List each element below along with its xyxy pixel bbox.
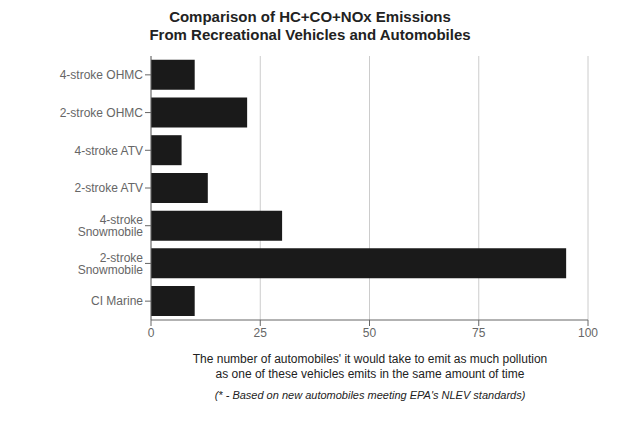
html-text:The number of automobiles' it: The number of automobiles' it would take… [192, 352, 548, 366]
html-text:(* - Based on new automobiles: (* - Based on new automobiles meeting EP… [214, 389, 526, 401]
html-text:as one of these vehicles emits: as one of these vehicles emits in the sa… [215, 367, 525, 381]
svg-text:4-stroke OHMC: 4-stroke OHMC [60, 68, 144, 82]
svg-text:4-stroke ATV: 4-stroke ATV [75, 144, 143, 158]
svg-text:50: 50 [363, 326, 377, 340]
html-text:From Recreational Vehicles and: From Recreational Vehicles and Automobil… [149, 26, 471, 43]
svg-text:CI Marine: CI Marine [91, 294, 143, 308]
svg-text:2-stroke OHMC: 2-stroke OHMC [60, 106, 144, 120]
svg-text:4-strokeSnowmobile: 4-strokeSnowmobile [78, 213, 144, 239]
html-text:Comparison of HC+CO+NOx Emissi: Comparison of HC+CO+NOx Emissions [169, 8, 451, 25]
svg-text:2-stroke ATV: 2-stroke ATV [75, 181, 143, 195]
svg-text:2-strokeSnowmobile: 2-strokeSnowmobile [78, 251, 144, 277]
svg-text:100: 100 [578, 326, 598, 340]
svg-text:0: 0 [148, 326, 155, 340]
svg-text:75: 75 [472, 326, 486, 340]
svg-text:25: 25 [254, 326, 268, 340]
